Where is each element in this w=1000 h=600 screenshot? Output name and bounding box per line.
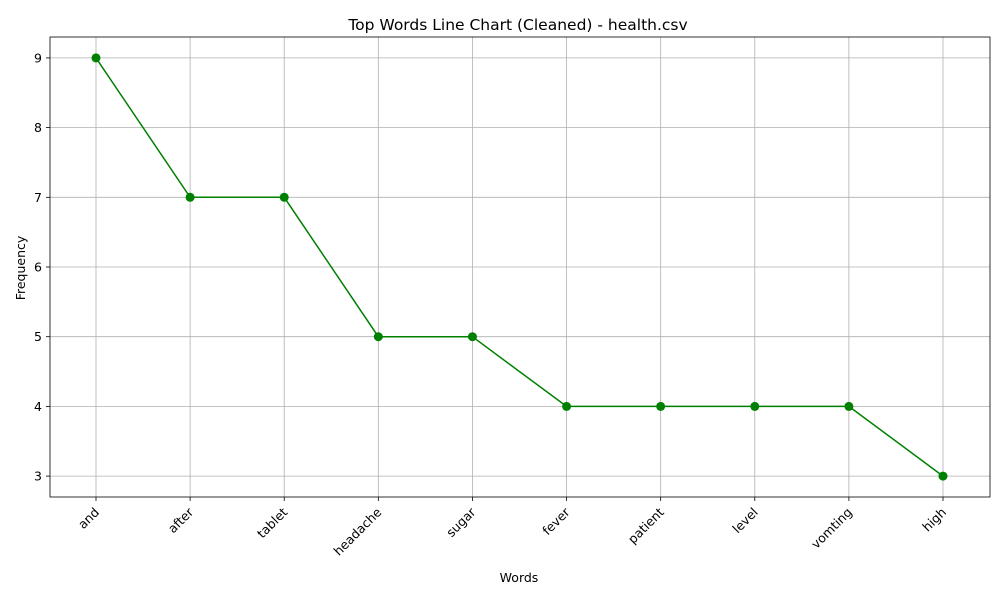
y-tick-label: 3 <box>34 469 42 484</box>
x-axis: and after tablet headache sugar fever patient l… <box>75 497 949 559</box>
y-axis: 3 4 5 6 7 8 9 <box>34 50 50 484</box>
y-tick-label: 5 <box>34 329 42 344</box>
data-point <box>279 192 289 202</box>
data-point <box>91 53 101 63</box>
data-point <box>938 471 948 481</box>
data-point <box>185 192 195 202</box>
x-tick-label: and <box>75 505 102 532</box>
series-line <box>95 57 944 477</box>
y-tick-label: 7 <box>34 190 42 205</box>
grid <box>50 37 990 497</box>
data-point <box>656 401 666 411</box>
data-markers <box>91 53 948 481</box>
x-tick-label: level <box>729 505 761 537</box>
x-axis-label: Words <box>500 570 539 585</box>
x-tick-label: sugar <box>443 504 479 540</box>
y-tick-label: 8 <box>34 120 42 135</box>
x-tick-label: headache <box>330 504 384 558</box>
x-tick-label: vomting <box>808 505 855 552</box>
x-tick-label: fever <box>539 504 573 538</box>
chart-title: Top Words Line Chart (Cleaned) - health.… <box>347 16 687 34</box>
data-point <box>750 401 760 411</box>
x-tick-label: tablet <box>254 504 291 541</box>
data-point <box>562 401 572 411</box>
y-axis-label: Frequency <box>13 235 28 300</box>
x-tick-label: after <box>165 504 197 536</box>
y-tick-label: 9 <box>34 50 42 65</box>
x-tick-label: patient <box>625 504 667 546</box>
data-point <box>844 401 854 411</box>
y-tick-label: 6 <box>34 260 42 275</box>
x-tick-label: high <box>919 505 949 535</box>
y-tick-label: 4 <box>34 399 42 414</box>
data-point <box>373 332 383 342</box>
data-point <box>467 332 477 342</box>
